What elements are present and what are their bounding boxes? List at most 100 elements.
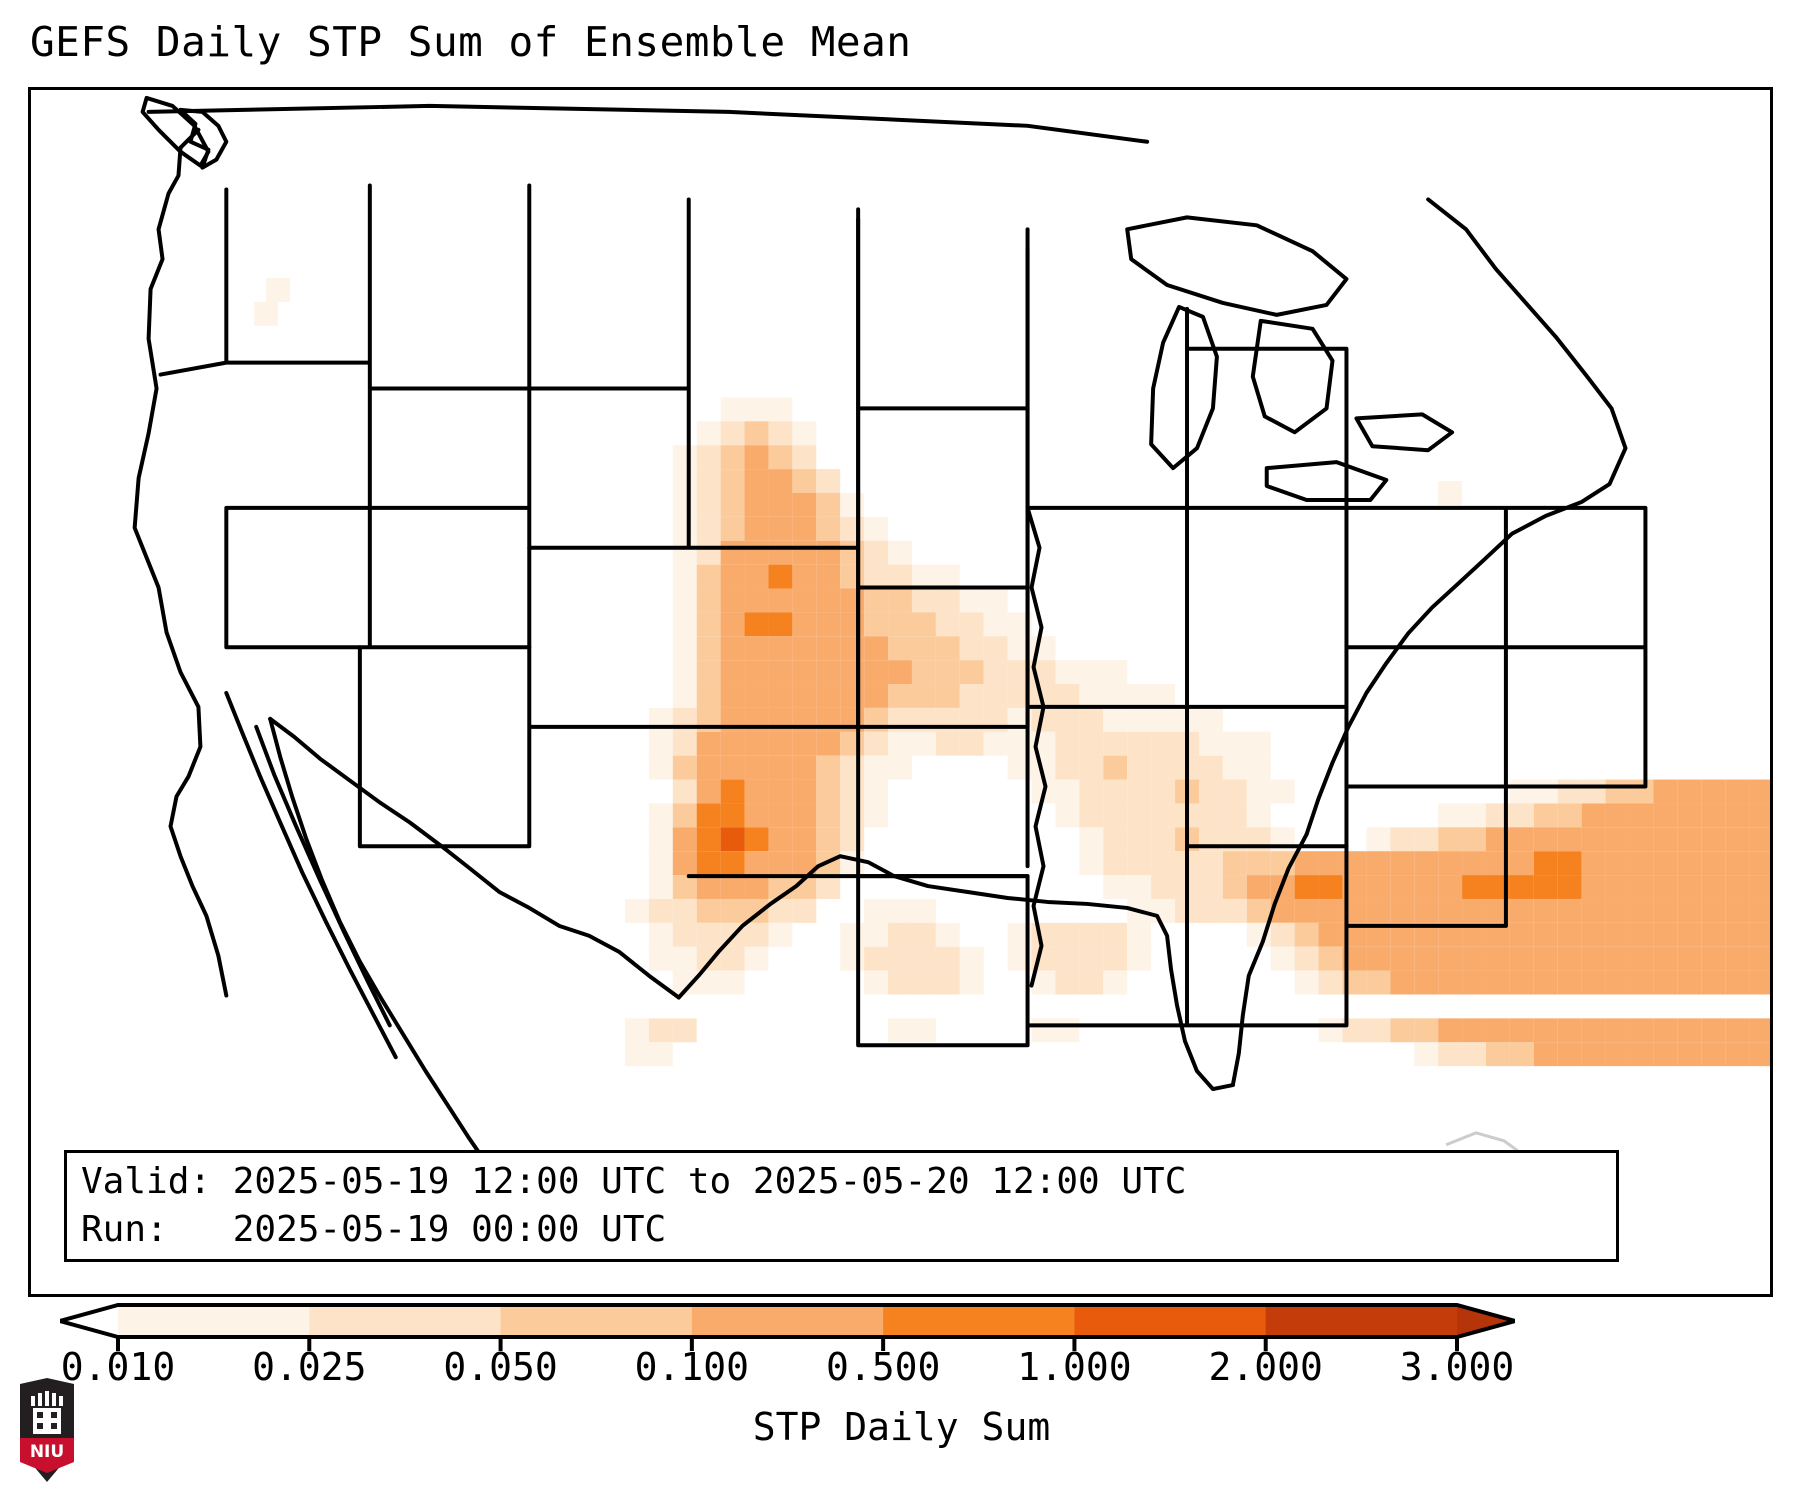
colorbar-band — [1074, 1305, 1267, 1337]
heatmap-cell — [1581, 1042, 1606, 1067]
heatmap-cell — [696, 875, 721, 899]
heatmap-cell — [1438, 803, 1463, 828]
heatmap-cell — [840, 946, 865, 971]
heatmap-cell — [1390, 1018, 1415, 1043]
heatmap-cell — [1366, 1018, 1391, 1043]
bahamas-outline — [1445, 1131, 1527, 1158]
heatmap-cell — [720, 660, 745, 685]
heatmap-cell — [864, 516, 889, 541]
heatmap-cell — [1533, 922, 1558, 947]
heatmap-cell — [1055, 755, 1080, 780]
heatmap-cell — [1533, 946, 1558, 971]
map-panel: Valid: 2025-05-19 12:00 UTC to 2025-05-2… — [28, 87, 1773, 1297]
heatmap-cell — [1509, 875, 1534, 899]
heatmap-cell — [768, 516, 793, 541]
heatmap-cell — [648, 803, 673, 828]
heatmap-cell — [672, 684, 697, 708]
heatmap-cell — [720, 851, 745, 876]
heatmap-cell — [1533, 970, 1558, 995]
heatmap-cell — [1246, 779, 1271, 804]
great-lakes-huron — [1250, 318, 1335, 435]
heatmap-cell — [1103, 660, 1128, 685]
heatmap-cell — [1581, 851, 1606, 876]
heatmap-cell — [696, 636, 721, 661]
heatmap-cell — [1055, 779, 1080, 804]
heatmap-cell — [911, 970, 936, 995]
heatmap-cell — [1246, 731, 1271, 756]
heatmap-cell — [1485, 1042, 1510, 1067]
heatmap-cell — [1318, 922, 1343, 947]
heatmap-cell — [744, 445, 769, 470]
heatmap-cell — [720, 469, 745, 493]
heatmap-cell — [911, 564, 936, 589]
heatmap-cell — [1222, 851, 1247, 876]
heatmap-cell — [720, 970, 745, 995]
heatmap-cell — [1701, 779, 1726, 804]
heatmap-cell — [1318, 898, 1343, 923]
heatmap-cell — [840, 779, 865, 804]
heatmap-cell — [1390, 898, 1415, 923]
heatmap-cell — [1103, 755, 1128, 780]
colorbar-svg — [60, 1303, 1515, 1351]
heatmap-cell — [911, 922, 936, 947]
heatmap-cell — [1533, 779, 1558, 804]
heatmap-cell — [1127, 827, 1152, 852]
heatmap-cell — [1366, 851, 1391, 876]
heatmap-cell — [648, 1018, 673, 1043]
heatmap-cell — [720, 636, 745, 661]
heatmap-cell — [1629, 898, 1654, 923]
heatmap-cell — [1151, 684, 1176, 708]
heatmap-cell — [768, 779, 793, 804]
heatmap-cell — [1653, 946, 1678, 971]
heatmap-cell — [1725, 851, 1750, 876]
heatmap-cell — [1414, 827, 1439, 852]
heatmap-cell — [888, 588, 912, 613]
heatmap-cell — [1438, 851, 1463, 876]
heatmap-cell — [1390, 827, 1415, 852]
border-mexico — [268, 716, 681, 1000]
heatmap-cell — [1198, 707, 1223, 732]
heatmap-cell — [768, 445, 793, 470]
heatmap-cell — [744, 755, 769, 780]
heatmap-cell — [1079, 779, 1104, 804]
geography-layer — [132, 95, 1648, 1173]
heatmap-cell — [840, 492, 865, 517]
heatmap-cell — [1629, 851, 1654, 876]
heatmap-cell — [1533, 803, 1558, 828]
heatmap-cell — [792, 469, 817, 493]
heatmap-cell — [864, 755, 889, 780]
heatmap-cell — [696, 946, 721, 971]
heatmap-cell — [1629, 875, 1654, 899]
heatmap-cell — [1533, 898, 1558, 923]
heatmap-cell — [1605, 970, 1630, 995]
heatmap-cell — [1677, 970, 1702, 995]
heatmap-cell — [1198, 898, 1223, 923]
heatmap-cell — [1701, 922, 1726, 947]
heatmap-cell — [720, 731, 745, 756]
colorbar-tick-label: 1.000 — [1017, 1345, 1132, 1389]
heatmap-cell — [1509, 803, 1534, 828]
heatmap-cell — [768, 731, 793, 756]
heatmap-cell — [720, 875, 745, 899]
heatmap-cell — [648, 851, 673, 876]
colorbar-band — [500, 1305, 693, 1337]
heatmap-cell — [744, 946, 769, 971]
heatmap-cell — [1031, 1018, 1056, 1043]
run-line: Run: 2025-05-19 00:00 UTC — [81, 1209, 667, 1250]
heatmap-cell — [911, 588, 936, 613]
heatmap-cell — [888, 946, 912, 971]
heatmap-cell — [1414, 970, 1439, 995]
heatmap-cell — [1509, 851, 1534, 876]
heatmap-cell — [888, 731, 912, 756]
heatmap-cell — [888, 755, 912, 780]
heatmap-cell — [696, 660, 721, 685]
heatmap-cell — [1581, 875, 1606, 899]
heatmap-cell — [1318, 1018, 1343, 1043]
heatmap-cell — [792, 660, 817, 685]
heatmap-cell — [1533, 1042, 1558, 1067]
heatmap-cell — [935, 922, 960, 947]
heatmap-cell — [840, 564, 865, 589]
heatmap-cell — [935, 731, 960, 756]
state-borders-south — [686, 844, 1349, 1048]
heatmap-cell — [1653, 827, 1678, 852]
